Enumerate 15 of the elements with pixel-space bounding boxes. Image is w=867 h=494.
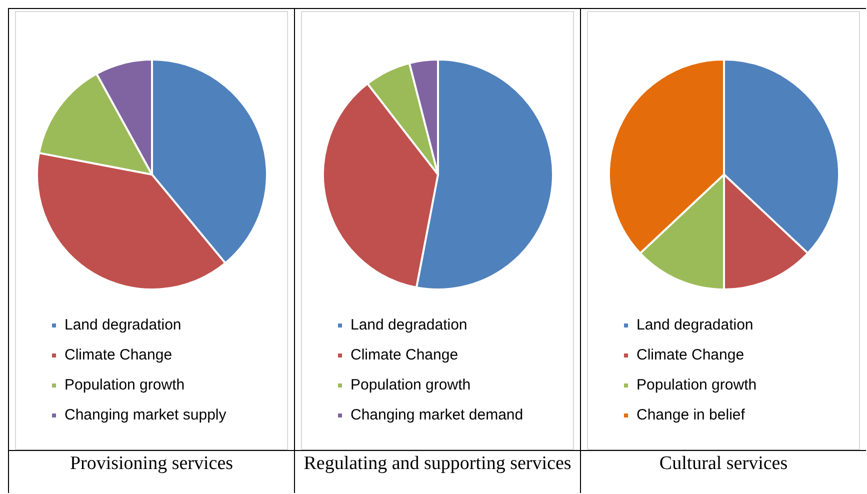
legend-label: Changing market supply xyxy=(64,406,227,424)
legend-label: Climate Change xyxy=(636,346,744,364)
legend-label: Climate Change xyxy=(350,346,458,364)
text: Regulating and supporting services xyxy=(295,450,580,493)
legend-label: Land degradation xyxy=(636,316,754,334)
legend-label: Changing market demand xyxy=(350,406,524,424)
legend-label: Population growth xyxy=(64,376,185,394)
legend-label: Land degradation xyxy=(64,316,182,334)
legend-label: Land degradation xyxy=(350,316,468,334)
legend-label: Population growth xyxy=(350,376,471,394)
text: Cultural services xyxy=(581,450,866,493)
legend-label: Climate Change xyxy=(64,346,172,364)
legend-label: Change in belief xyxy=(636,406,746,424)
text: Provisioning services xyxy=(9,450,294,493)
legend-label: Population growth xyxy=(636,376,757,394)
